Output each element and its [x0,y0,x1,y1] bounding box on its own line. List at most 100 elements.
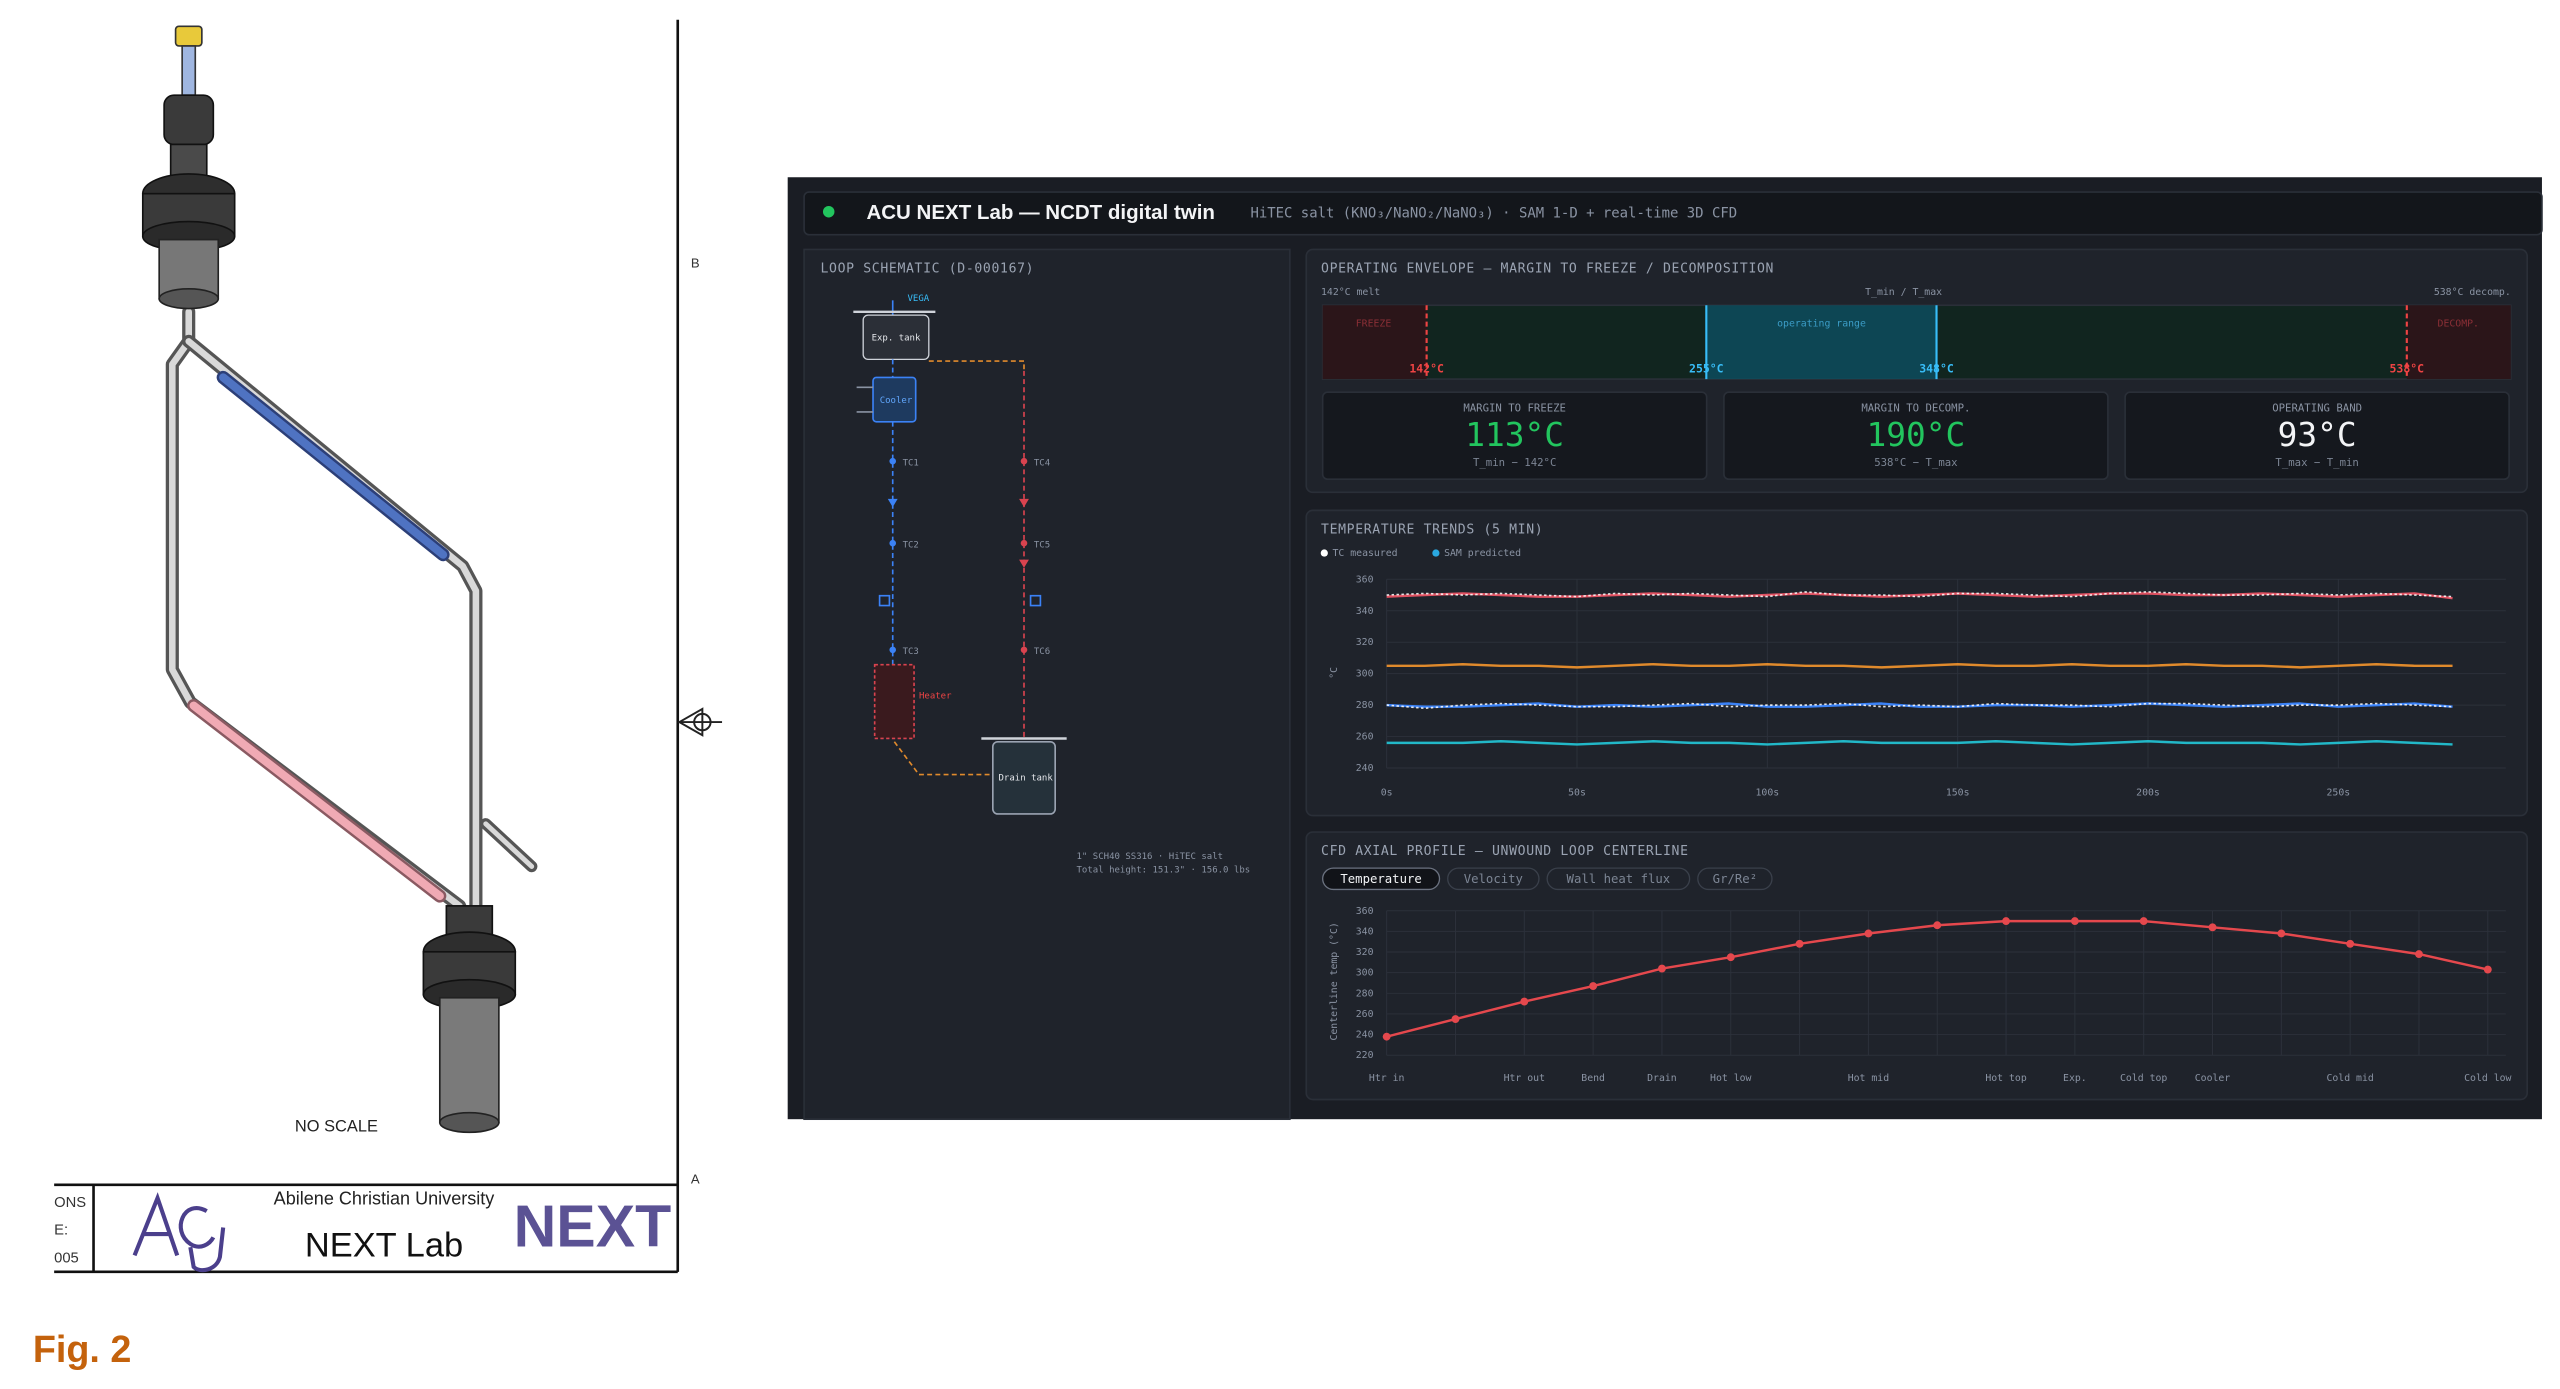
tab-label[interactable]: Gr/Re² [1713,872,1757,886]
drain-tank-icon [992,740,1056,815]
tc-label: TC2 [903,540,919,550]
data-point [1658,964,1666,973]
expansion-tank [141,25,236,310]
x-tick-label: 50s [1568,788,1586,799]
cooler [872,376,917,423]
card-formula: 538°C − T_max [1874,456,1958,469]
x-tick-label: Cold top [2120,1073,2167,1084]
header-subtitle: HiTEC salt (KNO₃/NaNO₂/NaNO₃) · SAM 1-D … [1250,205,1737,221]
legend-label: SAM predicted [1444,548,1521,559]
y-axis-label: Centerline temp (°C) [1329,922,1340,1040]
data-point [2483,965,2492,974]
y-tick-label: 300 [1356,669,1374,680]
freeze-zone [1322,305,1427,380]
y-tick-label: 340 [1356,926,1374,937]
envelope-caption: 142°C melt [1321,287,1380,298]
tc-label: TC4 [1034,458,1050,468]
card-value: 113°C [1465,416,1564,454]
x-tick-label: Hot low [1710,1073,1752,1084]
metric-card [1321,391,1708,481]
tab-label[interactable]: Wall heat flux [1567,872,1671,886]
y-tick-label: 240 [1356,763,1374,774]
decomp-zone [2406,305,2511,380]
x-tick-label: Hot mid [1848,1073,1889,1084]
tab[interactable] [1697,867,1773,891]
x-tick-label: Exp. [2063,1073,2087,1084]
chart-title: TEMPERATURE TRENDS (5 MIN) [1321,523,1543,538]
university-seal [132,1192,226,1273]
metric-card [1723,391,2109,481]
data-point [1726,953,1735,962]
data-point [2346,939,2355,948]
series-line [1386,662,2453,669]
header-title: ACU NEXT Lab — NCDT digital twin [866,201,1215,224]
schematic-note: 1" SCH40 SS316 · HiTEC salt [1077,852,1224,862]
y-tick-label: 240 [1356,1030,1374,1041]
tab[interactable] [1447,867,1540,891]
tc-label: TC6 [1034,647,1050,657]
y-tick-label: 280 [1356,700,1374,711]
card-title: MARGIN TO DECOMP. [1861,402,1970,415]
data-point [1520,997,1529,1006]
data-point [1795,939,1804,948]
x-tick-label: Bend [1581,1073,1605,1084]
y-tick-label: 320 [1356,947,1374,958]
data-point [1451,1015,1460,1024]
marker-label: 538°C [2390,362,2425,376]
y-tick-label: 300 [1356,968,1374,979]
drain-tank [422,905,517,1134]
x-tick-label: 0s [1381,788,1393,799]
y-tick-label: 260 [1356,732,1374,743]
tab-label[interactable]: Temperature [1340,872,1421,886]
exp-tank-label: Exp. tank [872,334,921,344]
y-tick-label: 260 [1356,1009,1374,1020]
card-formula: T_max − T_min [2275,456,2358,469]
cfd-panel [1305,831,2528,1101]
y-axis-label: °C [1329,667,1340,679]
x-tick-label: Hot top [1985,1073,2027,1084]
marker-label: 255°C [1689,362,1724,376]
x-tick-label: Htr in [1369,1073,1405,1084]
tab-label[interactable]: Velocity [1464,872,1523,886]
series-line [1386,702,2453,710]
zone-label: operating range [1777,318,1866,329]
tab[interactable] [1322,867,1441,891]
exp-tank [862,314,930,361]
tc-label: TC5 [1034,540,1050,550]
tab[interactable] [1546,867,1691,891]
drawing-note: NO SCALE [295,1118,378,1136]
panel-title: OPERATING ENVELOPE — MARGIN TO FREEZE / … [1321,262,1774,277]
envelope-caption: T_min / T_max [1865,287,1942,298]
x-tick-label: Cooler [2195,1073,2231,1084]
x-tick-label: Drain [1647,1073,1677,1084]
y-tick-label: 220 [1356,1050,1374,1061]
zone-label: B [691,256,700,271]
metric-card [2124,391,2510,481]
y-tick-label: 360 [1356,906,1374,917]
card-title: OPERATING BAND [2272,402,2362,415]
x-tick-label: 150s [1946,788,1970,799]
cfd-chart: 220 240 260 280 300 320 340 360 Htr in Htr out Ben… [1322,867,2512,1084]
x-tick-label: Cold low [2464,1073,2511,1084]
drain-tank-label: Drain tank [999,773,1054,783]
schematic: VEGA Exp. tank Cooler TC1 TC2 TC3 TC4 TC… [853,294,1250,875]
x-tick-label: 200s [2136,788,2160,799]
card-value: 190°C [1867,416,1966,454]
y-tick-label: 340 [1356,606,1374,617]
dashboard: ACU NEXT Lab — NCDT digital twin HiTEC s… [787,177,2543,1121]
data-point [1589,982,1598,991]
centering-arrow [677,707,723,737]
marker-label: 142°C [1409,362,1444,376]
series-line [1386,740,2453,746]
y-tick-label: 280 [1356,988,1374,999]
cad-drawing: B A [54,19,723,1274]
status-dot [822,205,835,218]
x-tick-label: Htr out [1504,1073,1545,1084]
figure-label: Fig. 2 [33,1328,132,1370]
lab-name: NEXT Lab [305,1226,463,1264]
y-tick-label: 320 [1356,637,1374,648]
heater [873,663,915,740]
x-tick-label: 100s [1756,788,1780,799]
